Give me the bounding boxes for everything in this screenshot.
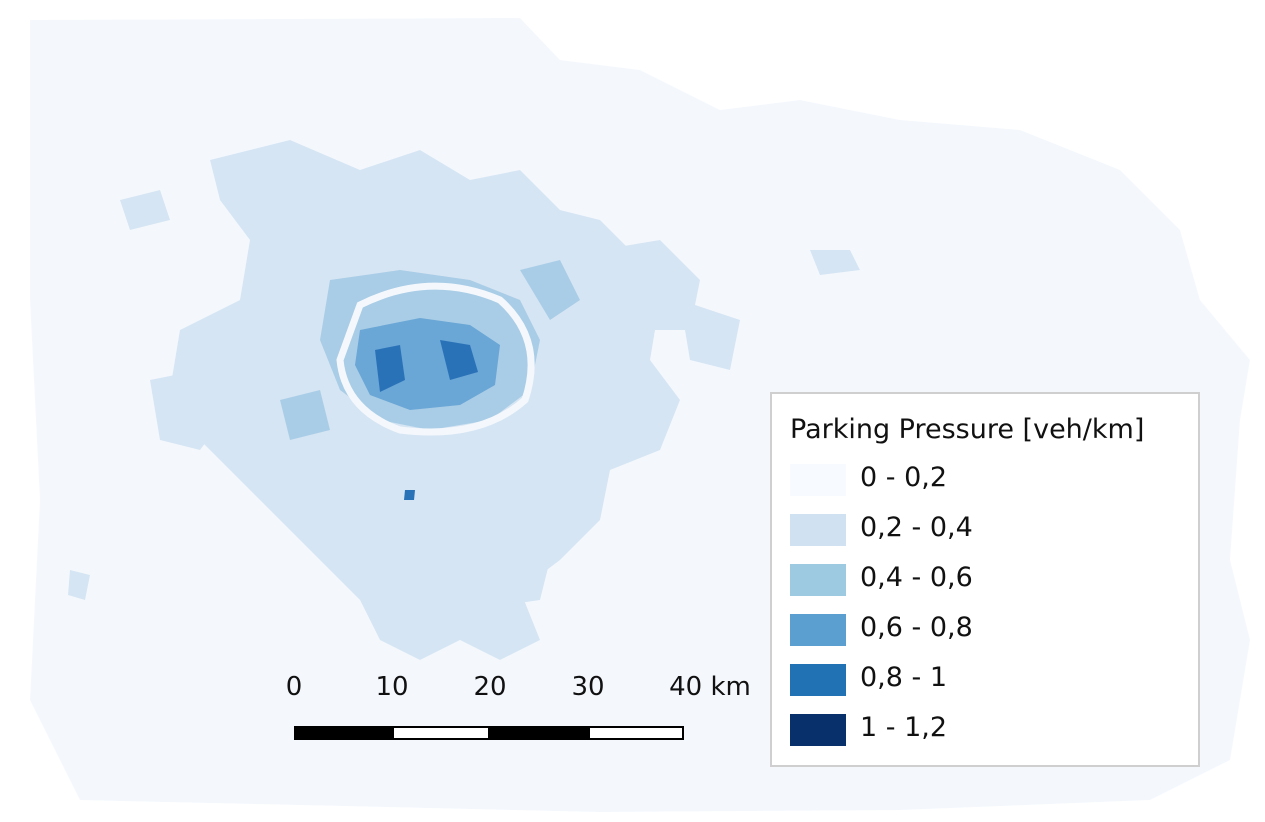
legend-label: 0,2 - 0,4: [860, 512, 973, 543]
legend-label: 0,8 - 1: [860, 662, 948, 693]
legend-swatch: [790, 614, 846, 646]
legend-label: 0,4 - 0,6: [860, 562, 973, 593]
legend-swatch: [790, 464, 846, 496]
scale-tick-40-km: 40 km: [669, 672, 751, 702]
legend-label: 1 - 1,2: [860, 712, 948, 743]
legend-label: 0 - 0,2: [860, 462, 948, 493]
scale-tick-30: 30: [571, 672, 605, 702]
legend-swatch: [790, 564, 846, 596]
scale-segment-1: [294, 726, 392, 740]
scale-segment-3: [490, 726, 588, 740]
legend-swatch: [790, 714, 846, 746]
highest-density-spots: [375, 340, 478, 500]
legend-label: 0,6 - 0,8: [860, 612, 973, 643]
scale-segment-4: [588, 726, 684, 740]
scale-tick-0: 0: [285, 672, 303, 702]
legend-swatch: [790, 664, 846, 696]
scale-bar: 0 10 20 30 40 km: [270, 672, 770, 752]
dense-core-zone: [355, 318, 500, 410]
ring-road: [336, 282, 535, 436]
scale-segment-2: [392, 726, 490, 740]
scale-tick-20: 20: [473, 672, 507, 702]
legend-title: Parking Pressure [veh/km]: [790, 414, 1145, 445]
scale-tick-10: 10: [375, 672, 409, 702]
legend-swatch: [790, 514, 846, 546]
map-legend: Parking Pressure [veh/km] 0 - 0,2 0,2 - …: [770, 392, 1200, 767]
